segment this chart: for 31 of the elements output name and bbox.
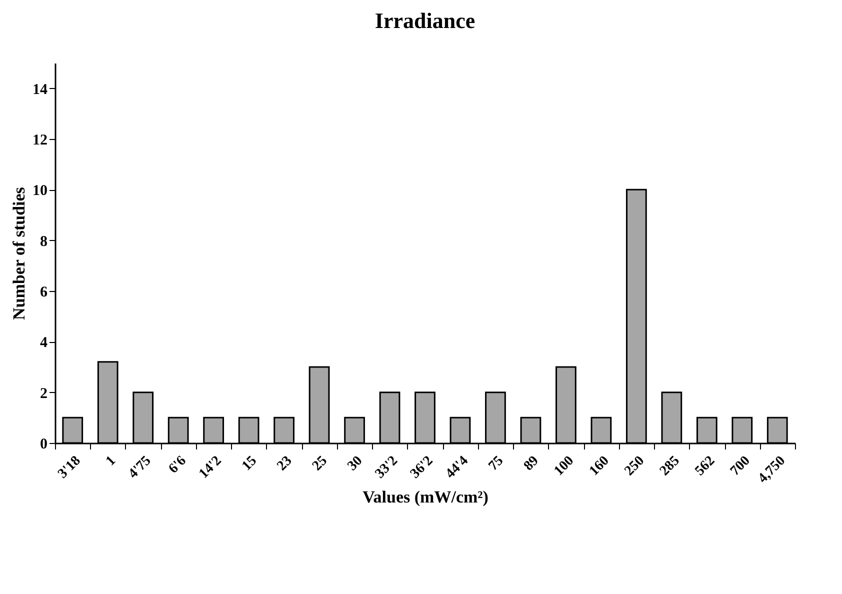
x-tick-label: 250	[622, 454, 648, 479]
x-tick-label: 160	[586, 454, 612, 479]
y-tick-label: 4	[40, 335, 48, 352]
x-tick-label: 33'2	[372, 454, 401, 482]
chart-title: Irradiance	[374, 8, 476, 33]
x-tick-label: 562	[692, 454, 718, 479]
x-axis-title: Values (mW/cm²)	[362, 488, 488, 507]
y-axis-title: Number of studies	[10, 186, 28, 320]
x-tick-label: 25	[310, 454, 330, 474]
x-tick-label: 75	[486, 454, 507, 474]
x-tick-label: 14'2	[196, 454, 225, 482]
y-tick-label: 2	[40, 386, 48, 402]
x-tick-label: 15	[239, 454, 260, 474]
y-tick-label: 6	[40, 284, 48, 300]
x-tick-label: 3'18	[56, 454, 84, 482]
x-tick-label: 100	[552, 454, 578, 479]
x-tick-label: 23	[274, 454, 296, 474]
x-tick-label: 1	[103, 454, 119, 470]
x-tick-label: 700	[728, 454, 754, 479]
x-tick-label: 4'75	[126, 454, 154, 482]
y-tick-label: 0	[40, 436, 48, 452]
x-tick-label: 285	[657, 454, 683, 479]
y-tick-label: 14	[32, 82, 48, 98]
x-tick-label: 30	[345, 454, 366, 474]
y-tick-label: 10	[32, 183, 48, 200]
y-tick-label: 8	[40, 234, 48, 250]
x-tick-label: 89	[521, 454, 542, 474]
x-tick-label: 44'4	[443, 454, 472, 482]
x-tick-label: 6'6	[166, 454, 190, 477]
y-tick-label: 12	[32, 132, 48, 148]
x-tick-label: 36'2	[408, 454, 436, 482]
